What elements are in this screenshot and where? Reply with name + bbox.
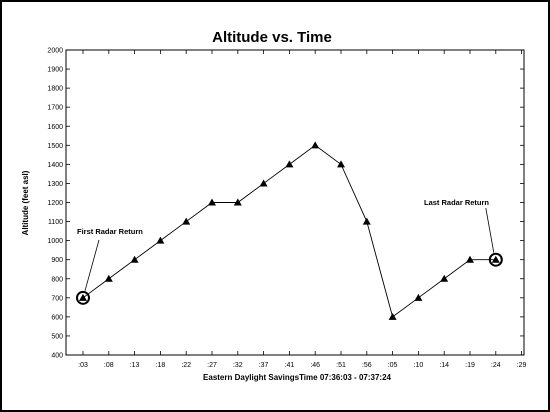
x-tick-label: :41: [285, 362, 295, 369]
y-tick-label: 1800: [47, 86, 63, 93]
y-tick-label: 1900: [47, 67, 63, 74]
x-axis-label: Eastern Daylight SavingsTime 07:36:03 - …: [203, 373, 391, 382]
x-tick-label: :13: [130, 362, 140, 369]
data-point: [414, 293, 423, 301]
first-return-circle: [76, 290, 90, 305]
last-return-label: Last Radar Return: [424, 198, 489, 207]
data-point: [311, 141, 320, 149]
x-tick-label: :10: [414, 362, 424, 369]
x-tick-label: :27: [207, 362, 217, 369]
x-tick-label: :19: [465, 362, 475, 369]
data-point: [337, 160, 345, 168]
annotations: First Radar Return Last Radar Return: [76, 198, 503, 305]
data-point: [79, 293, 87, 301]
altitude-series-line: [82, 144, 496, 318]
y-tick-label: 1200: [47, 200, 63, 207]
data-point: [388, 312, 397, 320]
data-point: [440, 274, 449, 282]
data-point: [491, 255, 500, 263]
x-tick-label: :37: [259, 362, 269, 369]
data-point: [233, 198, 242, 206]
last-return-circle: [488, 252, 503, 267]
last-return-leader: [485, 207, 495, 253]
y-tick-label: 1400: [47, 162, 63, 169]
chart-title: Altitude vs. Time: [212, 29, 332, 46]
data-point: [285, 160, 294, 168]
data-point: [130, 255, 139, 263]
x-axis: :03 :08 :13 :18 :22 :27 :32 :37 :41 :46 :51 :56 :05:…: [78, 50, 527, 369]
data-point: [362, 217, 371, 225]
y-tick-label: 600: [51, 314, 63, 321]
y-axis: 400 500 600 700 800 900 1000 1100 1200 1300 1400 15…: [47, 48, 524, 360]
y-tick-label: 1700: [47, 105, 63, 112]
data-point: [104, 274, 113, 282]
y-tick-label: 1300: [47, 181, 63, 188]
x-tick-label: :32: [233, 362, 243, 369]
x-tick-label: :29: [517, 362, 527, 369]
y-tick-label: 900: [51, 257, 63, 264]
x-tick-label: :14: [439, 362, 449, 369]
x-tick-label: :56: [362, 362, 372, 369]
x-tick-label: :46: [310, 362, 320, 369]
y-tick-label: 1500: [47, 143, 63, 150]
x-tick-label: :03: [78, 362, 88, 369]
y-tick-label: 400: [51, 353, 63, 360]
y-tick-label: 500: [51, 333, 63, 340]
data-point: [208, 198, 216, 206]
y-tick-label: 700: [51, 295, 63, 302]
y-axis-label: Altitude (feet asl): [21, 170, 30, 235]
x-tick-label: :08: [104, 362, 114, 369]
y-tick-label: 800: [51, 276, 63, 283]
y-tick-label: 1000: [47, 238, 63, 245]
data-point: [182, 217, 191, 225]
data-point: [156, 236, 165, 244]
y-tick-label: 1100: [48, 219, 63, 226]
x-tick-label: :05: [388, 362, 398, 369]
x-tick-label: :22: [181, 362, 191, 369]
first-return-leader: [84, 239, 100, 291]
data-point: [259, 179, 268, 187]
y-tick-label: 1600: [47, 124, 63, 131]
data-point: [466, 255, 474, 263]
x-tick-label: :18: [156, 362, 166, 369]
x-tick-label: :51: [336, 362, 346, 369]
altitude-markers: [79, 141, 500, 320]
first-return-label: First Radar Return: [77, 227, 143, 236]
x-tick-label: :24: [491, 362, 501, 369]
y-tick-label: 2000: [47, 48, 63, 55]
